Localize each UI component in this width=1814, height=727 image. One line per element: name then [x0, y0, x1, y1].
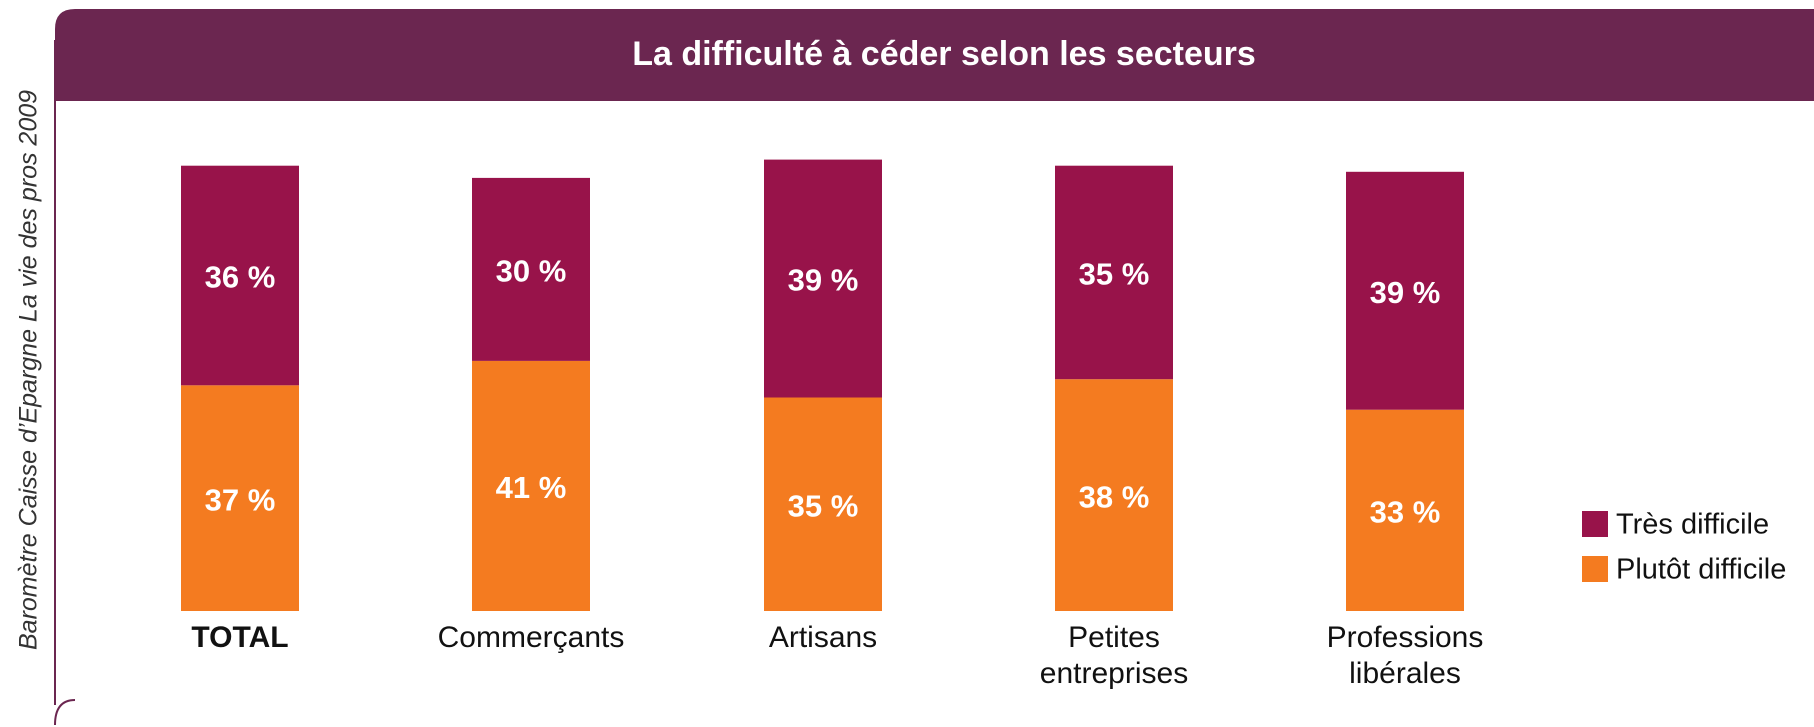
category-label: TOTAL — [191, 621, 289, 654]
value-label: 30 % — [496, 254, 567, 289]
bar-segment — [472, 360, 590, 611]
value-label: 39 % — [1370, 275, 1441, 310]
bar-segment — [764, 397, 882, 611]
legend-label: Plutôt difficile — [1616, 554, 1786, 586]
source-note: Baromètre Caisse d’Epargne La vie des pr… — [15, 90, 43, 650]
header-band — [55, 9, 1814, 101]
chart-title: La difficulté à céder selon les secteurs — [632, 35, 1256, 73]
value-label: 38 % — [1079, 479, 1150, 514]
value-label: 33 % — [1370, 495, 1441, 530]
value-label: 39 % — [788, 263, 859, 298]
legend-swatch — [1582, 511, 1608, 537]
bar-segment — [181, 165, 299, 386]
value-label: 41 % — [496, 470, 567, 505]
value-label: 35 % — [1079, 257, 1150, 292]
category-label: Professions libérales — [1326, 621, 1484, 690]
value-label: 37 % — [205, 482, 276, 517]
category-label: Commerçants — [437, 621, 625, 654]
value-label: 35 % — [788, 488, 859, 523]
bar-segment — [472, 177, 590, 361]
bar-segment — [181, 385, 299, 611]
bar-segment — [1055, 165, 1173, 380]
category-label: Petites entreprises — [1039, 621, 1189, 690]
bar-segment — [1346, 409, 1464, 611]
legend-label: Très difficile — [1616, 509, 1769, 541]
legend-swatch — [1582, 556, 1608, 582]
value-label: 36 % — [205, 260, 276, 295]
category-label: Artisans — [768, 621, 878, 654]
bar-segment — [764, 159, 882, 398]
frame-corner — [54, 699, 76, 726]
bar-segment — [1346, 171, 1464, 410]
bar-segment — [1055, 379, 1173, 611]
